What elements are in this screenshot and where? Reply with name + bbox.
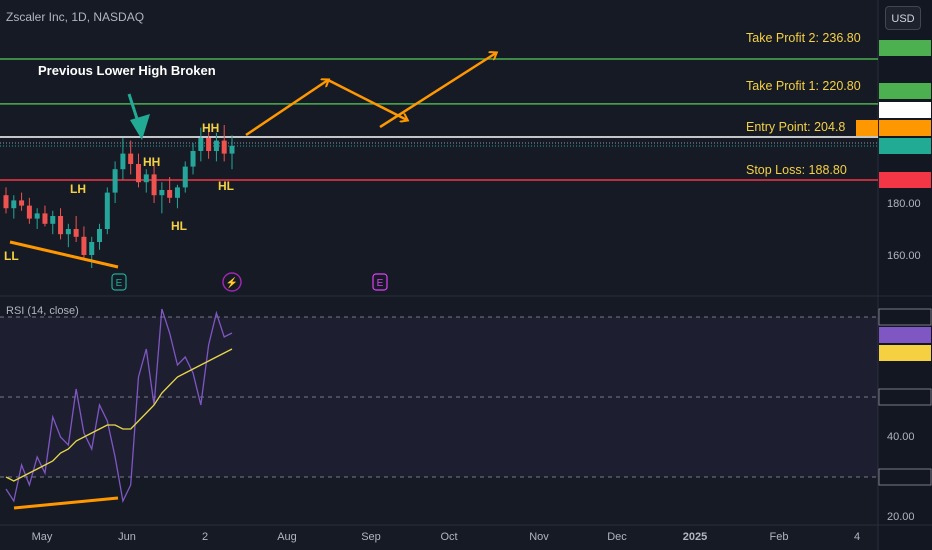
rsi-tick: 40.00 bbox=[887, 431, 915, 443]
rsi-title: RSI (14, close) bbox=[6, 305, 79, 317]
price-badge-pre bbox=[879, 120, 931, 136]
rsi-badge-middle bbox=[878, 388, 932, 406]
price-badge-entry bbox=[879, 102, 931, 118]
currency-button[interactable]: USD bbox=[885, 6, 921, 30]
candle-body bbox=[19, 200, 25, 206]
time-label: Sep bbox=[361, 531, 381, 543]
candle-body bbox=[120, 153, 126, 170]
candle-body bbox=[128, 153, 134, 164]
rsi-badge-lower bbox=[878, 468, 932, 486]
swing-label-hl: HL bbox=[171, 219, 187, 233]
rsi-line bbox=[5, 308, 233, 504]
price-badge-tp1 bbox=[879, 83, 931, 99]
projection-arrow-1 bbox=[245, 80, 328, 137]
candle-body bbox=[11, 200, 17, 209]
price-tick: 160.00 bbox=[887, 250, 921, 262]
candle-body bbox=[221, 140, 227, 154]
rsi-tick: 20.00 bbox=[887, 511, 915, 523]
candle-body bbox=[65, 229, 71, 235]
time-label: 4 bbox=[854, 531, 860, 543]
teal-arrow-head bbox=[130, 114, 150, 140]
earnings-marker-2-box bbox=[372, 273, 388, 291]
rsi-badge-rsi bbox=[879, 327, 931, 343]
candle-body bbox=[50, 216, 56, 224]
earnings-marker-1-glyph: E bbox=[116, 278, 123, 289]
price-badge-last bbox=[879, 138, 931, 154]
earnings-marker-2-glyph: E bbox=[377, 278, 384, 289]
candle-body bbox=[151, 174, 157, 196]
annotation-heading: Previous Lower High Broken bbox=[38, 63, 216, 78]
time-label: 2 bbox=[202, 531, 208, 543]
candle-body bbox=[206, 138, 212, 151]
candle-body bbox=[213, 140, 219, 151]
time-label: Aug bbox=[277, 531, 297, 543]
price-divergence-line bbox=[9, 240, 119, 269]
swing-label-hh: HH bbox=[143, 155, 160, 169]
candle-body bbox=[58, 216, 64, 235]
rsi-badge-ma bbox=[879, 345, 931, 361]
projection-arrow-3 bbox=[379, 53, 496, 129]
swing-label-hl: HL bbox=[218, 179, 234, 193]
entry-point-label: Entry Point: 204.8 bbox=[746, 120, 845, 134]
candle-body bbox=[229, 145, 235, 154]
time-label: Jun bbox=[118, 531, 136, 543]
time-label: Dec bbox=[607, 531, 627, 543]
axes bbox=[856, 40, 932, 486]
candle-body bbox=[143, 174, 149, 183]
candle-body bbox=[3, 195, 9, 209]
candle-body bbox=[112, 169, 118, 193]
swing-label-lh: LH bbox=[70, 182, 86, 196]
swing-label-hh: HH bbox=[202, 121, 219, 135]
rsi-badge-upper bbox=[878, 308, 932, 326]
price-badge-tp2 bbox=[879, 40, 931, 56]
price-badge-sl bbox=[879, 172, 931, 188]
time-label: Oct bbox=[440, 531, 457, 543]
candle-body bbox=[104, 192, 110, 229]
projection-arrow-2 bbox=[327, 78, 407, 120]
pre-tag bbox=[856, 120, 878, 136]
rsi-divergence-line bbox=[13, 496, 119, 510]
candle-body bbox=[135, 164, 141, 183]
candle-body bbox=[73, 229, 79, 237]
dividend-marker-glyph: ⚡ bbox=[226, 276, 238, 289]
candle-body bbox=[182, 166, 188, 188]
chart-title: Zscaler Inc, 1D, NASDAQ bbox=[6, 10, 145, 24]
time-label: Nov bbox=[529, 531, 549, 543]
price-tick: 180.00 bbox=[887, 198, 921, 210]
rsi-ma-line bbox=[5, 348, 233, 482]
stop-loss-label: Stop Loss: 188.80 bbox=[746, 163, 847, 177]
candle-body bbox=[174, 187, 180, 198]
candle-body bbox=[26, 205, 32, 219]
time-label: Feb bbox=[770, 531, 789, 543]
rsi-lines bbox=[5, 308, 233, 504]
candle-body bbox=[89, 242, 95, 255]
time-label: May bbox=[32, 531, 53, 543]
take-profit-1-label: Take Profit 1: 220.80 bbox=[746, 79, 861, 93]
earnings-marker-1: E bbox=[111, 273, 127, 291]
candle-body bbox=[159, 190, 165, 196]
candle-body bbox=[42, 213, 48, 224]
swing-label-ll: LL bbox=[4, 249, 19, 263]
candle-body bbox=[97, 229, 103, 242]
candle-body bbox=[167, 190, 173, 198]
earnings-marker-2: E bbox=[372, 273, 388, 291]
earnings-marker-1-box bbox=[111, 273, 127, 291]
candle-body bbox=[81, 236, 87, 255]
candle-body bbox=[198, 138, 204, 151]
take-profit-2-label: Take Profit 2: 236.80 bbox=[746, 31, 861, 45]
price-axis-bg bbox=[878, 0, 932, 550]
time-label: 2025 bbox=[683, 531, 707, 543]
candles bbox=[3, 125, 235, 268]
candle-body bbox=[34, 213, 40, 219]
dividend-marker bbox=[222, 272, 242, 292]
candle-body bbox=[190, 151, 196, 167]
